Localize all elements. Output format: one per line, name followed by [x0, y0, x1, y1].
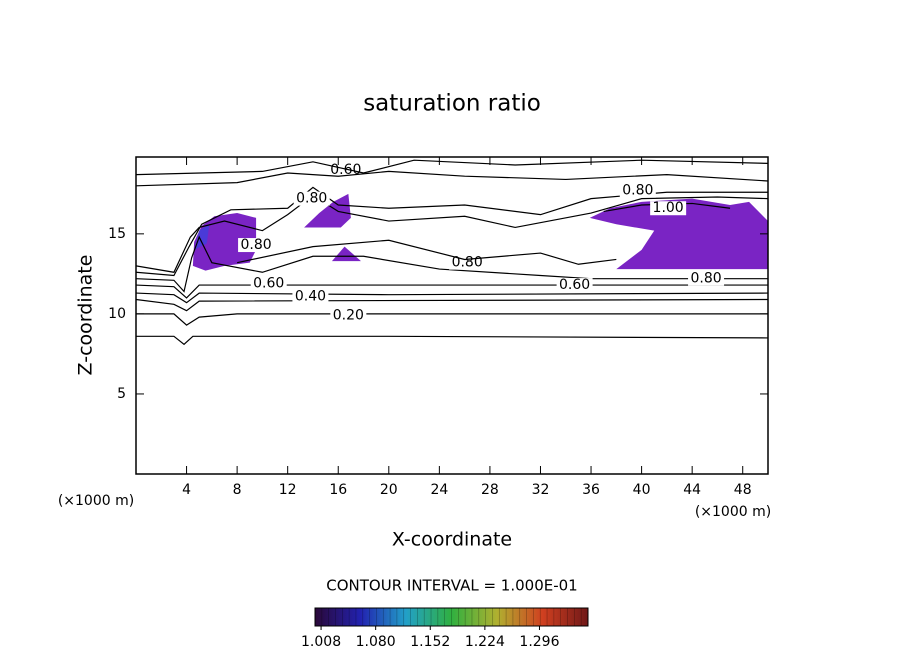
x-tick-label: 16: [329, 482, 347, 498]
y-tick-label: 15: [108, 226, 126, 242]
colorbar-tick-label: 1.008: [301, 634, 341, 650]
x-unit-label: (×1000 m): [58, 493, 134, 509]
contour-line: [136, 335, 768, 346]
contour-line: [136, 292, 768, 304]
contour-label-bg: [449, 255, 486, 270]
x-tick-label: 28: [481, 482, 499, 498]
contour-line: [136, 170, 768, 187]
colorbar-tick-label: 1.224: [465, 634, 505, 650]
y-tick-label: 10: [108, 306, 126, 322]
contour-label: 0.80: [240, 237, 271, 253]
contour-label: 0.80: [622, 183, 653, 199]
x-tick-label: 48: [734, 482, 752, 498]
contour-line: [136, 298, 768, 312]
contour-line: [136, 159, 768, 176]
y-tick-label: 5: [117, 386, 126, 402]
supersaturated-region: [194, 224, 210, 250]
contour-label-bg: [293, 191, 330, 206]
contour-interval: CONTOUR INTERVAL = 1.000E-01: [326, 577, 577, 595]
x-axis-label: X-coordinate: [392, 529, 512, 551]
contour-label: 1.00: [653, 200, 684, 216]
contour-label: 0.60: [253, 275, 284, 291]
chart-title: saturation ratio: [363, 91, 541, 117]
contour-label-bg: [556, 278, 593, 293]
plot-frame: [135, 156, 769, 475]
x-tick-label: 36: [582, 482, 600, 498]
contour-label: 0.80: [690, 271, 721, 287]
x-unit-label: (×1000 m): [695, 504, 771, 520]
contour-line: [236, 239, 617, 265]
contour-line: [136, 313, 768, 326]
contour-label: 0.60: [330, 162, 361, 178]
colorbar-tick-label: 1.152: [410, 634, 450, 650]
x-tick-label: 8: [233, 482, 242, 498]
contour-label-bg: [619, 183, 656, 198]
contour-label-bg: [292, 289, 329, 304]
colorbar: [314, 607, 589, 627]
contour-label: 0.80: [296, 191, 327, 207]
contour-line: [136, 284, 768, 299]
contour-label-bg: [238, 238, 275, 253]
contour-line: [136, 235, 768, 293]
colorbar-tick-label: 1.080: [356, 634, 396, 650]
contour-label-bg: [650, 201, 687, 216]
x-tick-label: 44: [683, 482, 701, 498]
plot-area: 0.200.400.60 0.600.600.800.800.800.800.80…: [136, 159, 768, 346]
x-tick-label: 4: [182, 482, 191, 498]
supersaturated-region: [331, 246, 361, 262]
contour-label: 0.40: [295, 288, 326, 304]
contour-label-bg: [688, 271, 725, 286]
contour-label-bg: [327, 162, 364, 177]
x-tick-label: 40: [633, 482, 651, 498]
x-tick-label: 32: [532, 482, 550, 498]
x-tick-label: 20: [380, 482, 398, 498]
contour-label: 0.60: [559, 277, 590, 293]
x-tick-label: 12: [279, 482, 297, 498]
supersaturated-region: [304, 193, 351, 228]
contour-label-bg: [250, 276, 287, 291]
x-tick-label: 24: [430, 482, 448, 498]
contour-label: 0.20: [333, 308, 364, 324]
colorbar-tick-label: 1.296: [519, 634, 559, 650]
supersaturated-region: [589, 198, 768, 270]
contour-label-bg: [330, 308, 367, 323]
y-axis-label: Z-coordinate: [75, 255, 97, 376]
